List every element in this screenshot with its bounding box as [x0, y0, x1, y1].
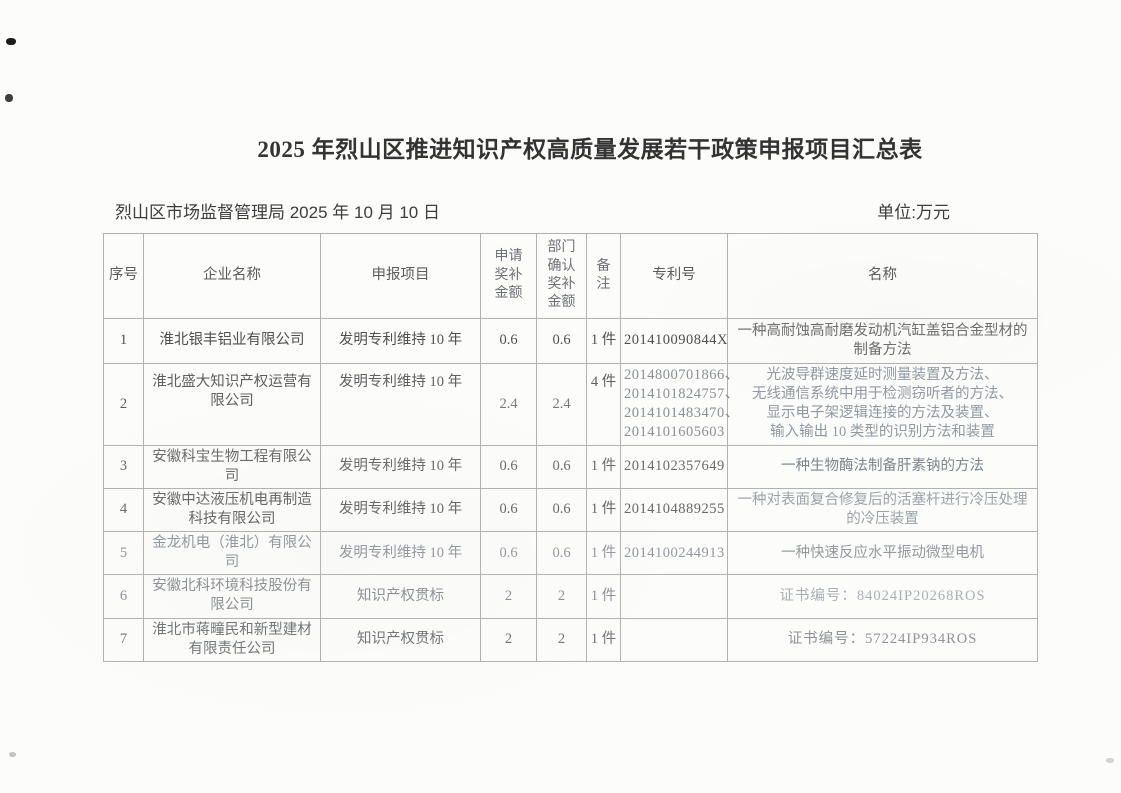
- cell-amount: 0.6: [536, 318, 587, 364]
- issuer-and-date: 烈山区市场监督管理局 2025 年 10 月 10 日: [115, 203, 440, 222]
- cell-no: 5: [103, 530, 144, 576]
- cell-note: 4 件: [586, 363, 621, 446]
- scan-artifact: [6, 38, 16, 45]
- cell-amount: 0.6: [536, 530, 587, 576]
- cell-project: 发明专利维持 10 年: [320, 318, 481, 364]
- cell-project: 发明专利维持 10 年: [320, 363, 481, 446]
- cell-no: 4: [103, 487, 144, 533]
- cell-project: 发明专利维持 10 年: [320, 530, 481, 576]
- cell-amount: 2: [536, 574, 587, 619]
- table-body: 1 淮北银丰铝业有限公司 发明专利维持 10 年 0.6 0.6 1 件 201410090…: [103, 318, 1038, 662]
- cell-company: 安徽北科环境科技股份有限公司: [143, 574, 321, 619]
- cell-name: 证书编号：84024IP20268ROS: [727, 574, 1038, 619]
- header-applied-amount: 申请 奖补 金额: [480, 233, 537, 319]
- document-title: 2025 年烈山区推进知识产权高质量发展若干政策申报项目汇总表: [257, 137, 923, 162]
- scan-artifact: [9, 752, 16, 757]
- cell-note: 1 件: [586, 530, 621, 576]
- cell-amount: 2.4: [536, 363, 587, 446]
- cell-amount: 0.6: [480, 487, 537, 533]
- cell-company: 金龙机电（淮北）有限公司: [143, 530, 321, 576]
- cell-amount: 2: [480, 617, 537, 662]
- cell-company: 淮北盛大知识产权运营有限公司: [143, 363, 321, 446]
- cell-patent: 201410090844X: [620, 318, 728, 364]
- cell-no: 1: [103, 318, 144, 364]
- cell-amount: 0.6: [480, 530, 537, 576]
- cell-note: 1 件: [586, 444, 621, 489]
- cell-amount: 0.6: [536, 487, 587, 533]
- table-row: 5 金龙机电（淮北）有限公司 发明专利维持 10 年 0.6 0.6 1 件 2014100…: [103, 530, 1038, 576]
- header-note: 备 注: [586, 233, 621, 319]
- cell-no: 6: [103, 574, 144, 619]
- table-row: 3 安徽科宝生物工程有限公司 发明专利维持 10 年 0.6 0.6 1 件 2014102…: [103, 444, 1038, 489]
- header-name: 名称: [727, 233, 1038, 319]
- cell-project: 知识产权贯标: [320, 574, 481, 619]
- cell-no: 3: [103, 444, 144, 489]
- cell-company: 淮北银丰铝业有限公司: [143, 318, 321, 364]
- table-row: 1 淮北银丰铝业有限公司 发明专利维持 10 年 0.6 0.6 1 件 201410090…: [103, 318, 1038, 364]
- unit-label: 单位:万元: [877, 203, 950, 222]
- cell-project: 知识产权贯标: [320, 617, 481, 662]
- table-row: 4 安徽中达液压机电再制造科技有限公司 发明专利维持 10 年 0.6 0.6 1 件 20…: [103, 487, 1038, 533]
- cell-patent: 2014104889255: [620, 487, 728, 533]
- cell-patent: 2014800701866、 2014101824757、 2014101483…: [620, 363, 739, 446]
- cell-patent: [620, 617, 728, 662]
- cell-name: 光波导群速度延时测量装置及方法、 无线通信系统中用于检测窃听者的方法、 显示电子…: [727, 363, 1038, 446]
- cell-name: 一种生物酶法制备肝素钠的方法: [727, 444, 1038, 489]
- cell-note: 1 件: [586, 318, 621, 364]
- cell-amount: 2: [536, 617, 587, 662]
- header-no: 序号: [103, 233, 144, 319]
- cell-name: 证书编号：57224IP934ROS: [727, 617, 1038, 662]
- cell-note: 1 件: [586, 487, 621, 533]
- header-company: 企业名称: [143, 233, 321, 319]
- table-row: 2 淮北盛大知识产权运营有限公司 发明专利维持 10 年 2.4 2.4 4 件 20148…: [103, 363, 1038, 446]
- scan-artifact: [5, 94, 13, 102]
- cell-name: 一种高耐蚀高耐磨发动机汽缸盖铝合金型材的制备方法: [727, 318, 1038, 364]
- header-confirmed-amount: 部门 确认 奖补 金额: [536, 233, 587, 319]
- cell-project: 发明专利维持 10 年: [320, 487, 481, 533]
- header-patent-number: 专利号: [620, 233, 728, 319]
- table-row: 6 安徽北科环境科技股份有限公司 知识产权贯标 2 2 1 件证书编号：84024IP20…: [103, 574, 1038, 619]
- cell-name: 一种快速反应水平振动微型电机: [727, 530, 1038, 576]
- cell-project: 发明专利维持 10 年: [320, 444, 481, 489]
- cell-no: 2: [103, 363, 144, 446]
- cell-amount: 0.6: [480, 318, 537, 364]
- cell-amount: 2: [480, 574, 537, 619]
- cell-no: 7: [103, 617, 144, 662]
- cell-company: 安徽科宝生物工程有限公司: [143, 444, 321, 489]
- cell-amount: 2.4: [480, 363, 537, 446]
- cell-amount: 0.6: [536, 444, 587, 489]
- cell-name: 一种对表面复合修复后的活塞杆进行冷压处理的冷压装置: [727, 487, 1038, 533]
- cell-patent: 2014100244913: [620, 530, 728, 576]
- summary-table: 序号 企业名称 申报项目 申请 奖补 金额 部门 确认 奖补 金额 备 注 专利…: [103, 233, 1038, 662]
- scan-artifact: [1106, 758, 1114, 763]
- table-header-row: 序号 企业名称 申报项目 申请 奖补 金额 部门 确认 奖补 金额 备 注 专利…: [103, 233, 1038, 319]
- cell-patent: [620, 574, 728, 619]
- cell-amount: 0.6: [480, 444, 537, 489]
- cell-note: 1 件: [586, 617, 621, 662]
- document-meta-row: 烈山区市场监督管理局 2025 年 10 月 10 日 单位:万元: [115, 198, 950, 223]
- table-row: 7 淮北市蒋疃民和新型建材有限责任公司 知识产权贯标 2 2 1 件证书编号：57224I…: [103, 617, 1038, 662]
- cell-note: 1 件: [586, 574, 621, 619]
- cell-patent: 2014102357649: [620, 444, 728, 489]
- cell-company: 淮北市蒋疃民和新型建材有限责任公司: [143, 617, 321, 662]
- cell-company: 安徽中达液压机电再制造科技有限公司: [143, 487, 321, 533]
- header-project: 申报项目: [320, 233, 481, 319]
